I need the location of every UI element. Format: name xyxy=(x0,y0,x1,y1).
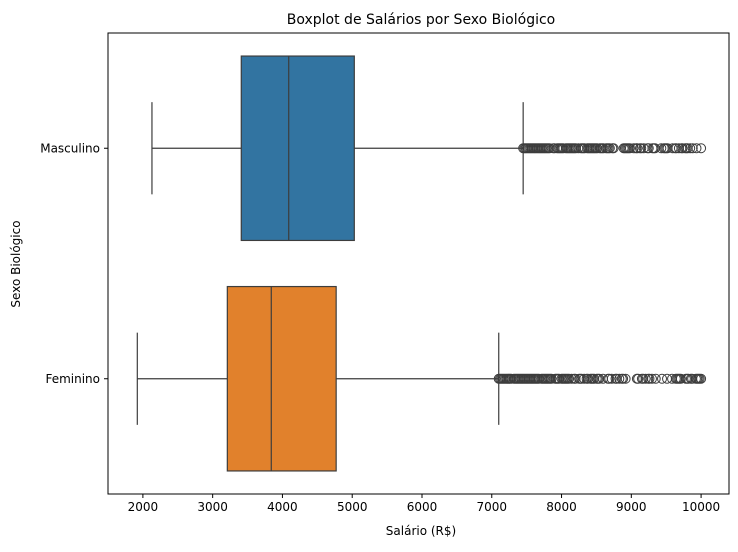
x-tick-label: 6000 xyxy=(407,500,438,514)
outlier-point xyxy=(643,143,654,154)
outlier-point xyxy=(604,143,615,154)
chart-title: Boxplot de Salários por Sexo Biológico xyxy=(287,12,555,28)
x-tick-label: 7000 xyxy=(476,500,507,514)
outlier-point xyxy=(636,143,647,154)
outliers-masculino xyxy=(518,143,707,154)
outlier-point xyxy=(546,373,557,384)
y-tick-label: Feminino xyxy=(45,372,100,386)
box-group-masculino xyxy=(151,55,707,242)
outlier-point xyxy=(633,373,644,384)
outlier-point xyxy=(604,373,615,384)
iqr-box xyxy=(240,55,355,242)
outlier-point xyxy=(685,143,696,154)
outlier-point xyxy=(677,143,688,154)
plot-frame xyxy=(107,32,730,495)
x-tick-label: 9000 xyxy=(616,500,647,514)
y-tick-label: Masculino xyxy=(40,141,100,155)
x-tick-label: 10000 xyxy=(682,500,720,514)
plot-area xyxy=(136,55,707,472)
x-tick-label: 2000 xyxy=(128,500,159,514)
outlier-point xyxy=(687,143,698,154)
x-tick-label: 4000 xyxy=(267,500,298,514)
x-tick-label: 3000 xyxy=(197,500,228,514)
outlier-point xyxy=(696,143,707,154)
outlier-point xyxy=(618,373,629,384)
outlier-point xyxy=(657,373,668,384)
outlier-point xyxy=(691,143,702,154)
axes: 2000 3000 4000 5000 6000 7000 8000 9000 10000 Mas… xyxy=(40,32,730,514)
outlier-point xyxy=(696,373,707,384)
x-axis-label: Salário (R$) xyxy=(386,524,456,538)
outlier-point xyxy=(624,143,635,154)
outlier-point xyxy=(606,373,617,384)
x-tick-label: 8000 xyxy=(546,500,577,514)
y-axis-label: Sexo Biológico xyxy=(9,220,23,307)
outlier-point xyxy=(614,373,625,384)
outlier-point xyxy=(656,143,667,154)
outlier-point xyxy=(608,143,619,154)
box-group-feminino xyxy=(136,285,707,472)
outlier-point xyxy=(646,373,657,384)
iqr-box xyxy=(226,285,337,472)
outlier-point xyxy=(628,143,639,154)
outliers-feminino xyxy=(493,373,707,384)
outlier-point xyxy=(644,373,655,384)
outlier-point xyxy=(620,373,631,384)
outlier-point xyxy=(662,373,673,384)
outlier-point xyxy=(632,143,643,154)
outlier-point xyxy=(650,373,661,384)
outlier-point xyxy=(640,373,651,384)
x-tick-label: 5000 xyxy=(337,500,368,514)
outlier-point xyxy=(675,373,686,384)
outlier-point xyxy=(564,373,575,384)
